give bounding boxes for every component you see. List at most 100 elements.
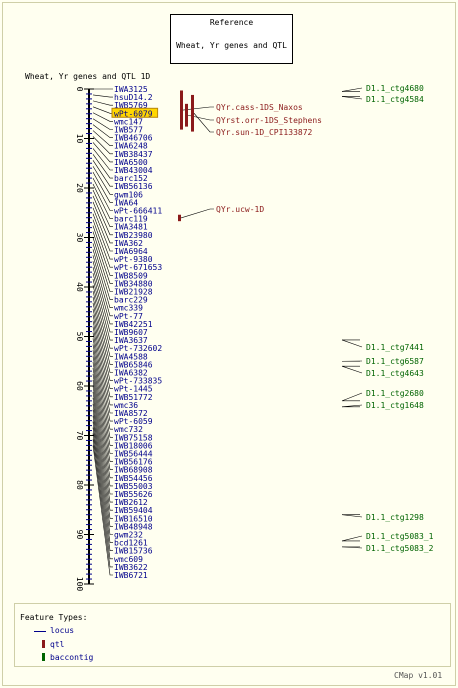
marker-label[interactable]: IWB9607 bbox=[114, 328, 148, 337]
marker-connector bbox=[92, 391, 113, 503]
marker-label[interactable]: wPt-1445 bbox=[114, 385, 153, 394]
qtl-label[interactable]: QYrst.orr-1DS_Stephens bbox=[216, 116, 322, 125]
marker-label[interactable]: IWB56176 bbox=[114, 458, 153, 467]
marker-label[interactable]: bcd1261 bbox=[114, 539, 148, 548]
marker-label[interactable]: IWB54456 bbox=[114, 474, 153, 483]
contig-label[interactable]: D1.1_ctg4584 bbox=[366, 95, 424, 104]
marker-label[interactable]: IWA6382 bbox=[114, 369, 148, 378]
qtl-label[interactable]: QYr.ucw-1D bbox=[216, 205, 264, 214]
reference-title: Reference bbox=[209, 18, 254, 27]
marker-connector bbox=[92, 201, 113, 244]
marker-label[interactable]: IWB16510 bbox=[114, 514, 153, 523]
marker-label[interactable]: IWB577 bbox=[114, 126, 143, 135]
contig-label[interactable]: D1.1_ctg1648 bbox=[366, 401, 424, 410]
qtl-label[interactable]: QYr.sun-1D_CPI133872 bbox=[216, 128, 313, 137]
marker-label[interactable]: IWB59404 bbox=[114, 506, 153, 515]
contig-label[interactable]: D1.1_ctg4643 bbox=[366, 369, 424, 378]
marker-connector bbox=[92, 106, 113, 114]
marker-label[interactable]: wmc339 bbox=[114, 304, 143, 313]
marker-connector bbox=[92, 112, 113, 122]
marker-connector bbox=[92, 421, 113, 543]
marker-label[interactable]: IWB55626 bbox=[114, 490, 153, 499]
marker-label[interactable]: IWA6964 bbox=[114, 247, 148, 256]
marker-connector bbox=[92, 403, 113, 519]
marker-label[interactable]: IWB43004 bbox=[114, 166, 153, 175]
marker-label[interactable]: barc119 bbox=[114, 215, 148, 224]
marker-highlight bbox=[111, 107, 159, 118]
marker-label[interactable]: IWB42251 bbox=[114, 320, 153, 329]
marker-label[interactable]: IWB21928 bbox=[114, 288, 153, 297]
marker-label[interactable]: wPt-732602 bbox=[114, 344, 162, 353]
marker-label[interactable]: wPt-77 bbox=[114, 312, 143, 321]
marker-label[interactable]: wmc36 bbox=[114, 401, 138, 410]
marker-label[interactable]: IWB46706 bbox=[114, 134, 153, 143]
marker-label[interactable]: IWA4588 bbox=[114, 352, 148, 361]
marker-label[interactable]: IWB56136 bbox=[114, 182, 153, 191]
marker-connector bbox=[92, 427, 113, 552]
contig-label[interactable]: D1.1_ctg6587 bbox=[366, 357, 424, 366]
contig-label[interactable]: D1.1_ctg2680 bbox=[366, 389, 424, 398]
marker-label[interactable]: IWB55003 bbox=[114, 482, 153, 491]
marker-label[interactable]: gwm106 bbox=[114, 190, 143, 199]
marker-connector bbox=[92, 148, 113, 171]
marker-label[interactable]: IWA3481 bbox=[114, 223, 148, 232]
marker-label[interactable]: IWB56444 bbox=[114, 450, 153, 459]
marker-label[interactable]: wmc147 bbox=[114, 117, 143, 126]
reference-box[interactable]: Reference Wheat, Yr genes and QTL bbox=[170, 14, 293, 64]
marker-label[interactable]: IWB48948 bbox=[114, 522, 153, 531]
qtl-bar[interactable] bbox=[191, 94, 194, 132]
marker-label[interactable]: wPt-9380 bbox=[114, 255, 153, 264]
marker-label[interactable]: IWB2612 bbox=[114, 498, 148, 507]
marker-label[interactable]: IWA3125 bbox=[114, 85, 148, 94]
marker-label[interactable]: IWB75158 bbox=[114, 433, 153, 442]
marker-label[interactable]: IWB15736 bbox=[114, 547, 153, 556]
contig-label[interactable]: D1.1_ctg4680 bbox=[366, 84, 424, 93]
axis-tick-label: 50 bbox=[75, 332, 84, 342]
marker-label[interactable]: wPt-6079 bbox=[114, 109, 153, 118]
marker-label[interactable]: IWA3637 bbox=[114, 336, 148, 345]
qtl-bar[interactable] bbox=[178, 214, 181, 222]
marker-label[interactable]: IWB8509 bbox=[114, 271, 148, 280]
marker-label[interactable]: gwm232 bbox=[114, 531, 143, 540]
marker-label[interactable]: wPt-666411 bbox=[114, 207, 162, 216]
axis-tick-label: 20 bbox=[75, 183, 84, 193]
qtl-swatch-icon bbox=[42, 640, 45, 648]
marker-label[interactable]: wPt-6059 bbox=[114, 417, 153, 426]
marker-label[interactable]: IWA6248 bbox=[114, 142, 148, 151]
marker-label[interactable]: IWB51772 bbox=[114, 393, 153, 402]
marker-label[interactable]: hsuD14.2 bbox=[114, 93, 153, 102]
marker-label[interactable]: IWA64 bbox=[114, 198, 138, 207]
marker-connector bbox=[92, 368, 113, 471]
marker-connector bbox=[92, 284, 113, 357]
marker-label[interactable]: IWA8572 bbox=[114, 409, 148, 418]
marker-label[interactable]: IWB38437 bbox=[114, 150, 153, 159]
marker-label[interactable]: IWA6500 bbox=[114, 158, 148, 167]
contig-label[interactable]: D1.1_ctg7441 bbox=[366, 343, 424, 352]
qtl-bar[interactable] bbox=[185, 103, 188, 127]
marker-label[interactable]: IWB68908 bbox=[114, 466, 153, 475]
marker-label[interactable]: wPt-733835 bbox=[114, 377, 162, 386]
marker-label[interactable]: wmc609 bbox=[114, 555, 143, 564]
marker-label[interactable]: IWB3622 bbox=[114, 563, 148, 572]
contig-label[interactable]: D1.1_ctg5083_1 bbox=[366, 532, 434, 541]
legend-item-qtl: qtl bbox=[50, 640, 65, 649]
marker-label[interactable]: IWB6721 bbox=[114, 571, 148, 580]
marker-label[interactable]: IWB34880 bbox=[114, 279, 153, 288]
marker-label[interactable]: barc229 bbox=[114, 296, 148, 305]
marker-connector bbox=[92, 374, 113, 479]
qtl-connector bbox=[193, 113, 214, 133]
marker-label[interactable]: barc152 bbox=[114, 174, 148, 183]
marker-label[interactable]: IWB23980 bbox=[114, 231, 153, 240]
marker-label[interactable]: IWB18006 bbox=[114, 441, 153, 450]
marker-label[interactable]: IWA362 bbox=[114, 239, 143, 248]
marker-label[interactable]: wPt-671653 bbox=[114, 263, 162, 272]
contig-label[interactable]: D1.1_ctg5083_2 bbox=[366, 544, 434, 553]
contig-label[interactable]: D1.1_ctg1298 bbox=[366, 513, 424, 522]
marker-label[interactable]: IWB5769 bbox=[114, 101, 148, 110]
qtl-label[interactable]: QYr.cass-1DS_Naxos bbox=[216, 103, 303, 112]
map-title: Wheat, Yr genes and QTL 1D bbox=[25, 72, 150, 81]
contig-connector bbox=[341, 87, 363, 92]
marker-label[interactable]: wmc732 bbox=[114, 425, 143, 434]
marker-label[interactable]: IWB65846 bbox=[114, 360, 153, 369]
qtl-bar[interactable] bbox=[180, 90, 183, 130]
